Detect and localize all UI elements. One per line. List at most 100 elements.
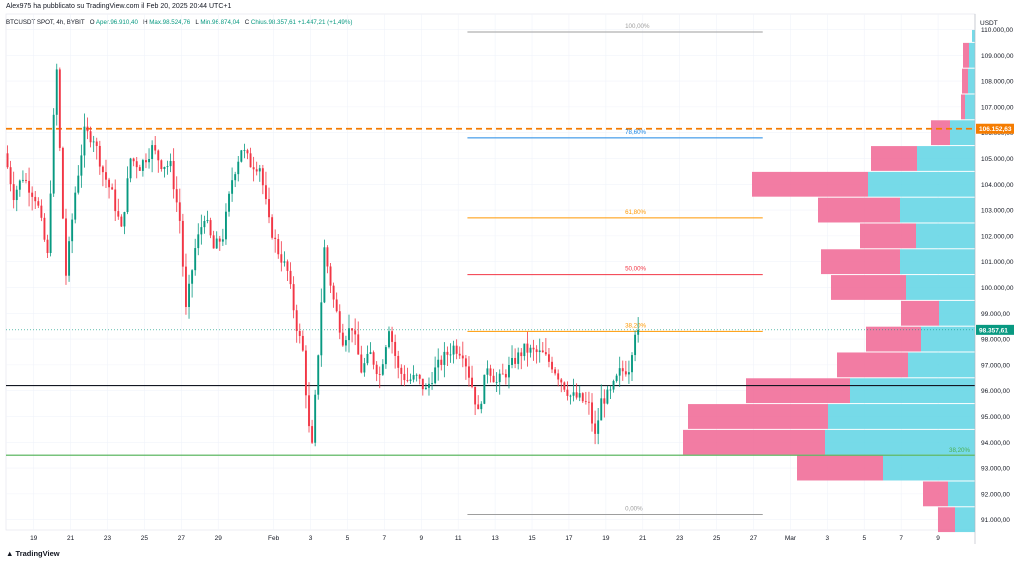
x-tick-label: 23 bbox=[104, 535, 112, 542]
candle-body bbox=[428, 383, 430, 388]
candle-body bbox=[541, 350, 544, 353]
candle-body bbox=[603, 398, 606, 404]
candle-body bbox=[148, 159, 150, 163]
candle-body bbox=[89, 131, 92, 143]
candle-body bbox=[443, 351, 446, 365]
vp-bar-down bbox=[797, 455, 883, 481]
open-label: O bbox=[89, 19, 95, 26]
x-tick-label: 21 bbox=[67, 535, 75, 542]
candle-body bbox=[31, 192, 34, 197]
candle-body bbox=[609, 389, 612, 391]
vp-bar-up bbox=[955, 507, 975, 533]
candle-body bbox=[301, 335, 304, 351]
candle-body bbox=[255, 169, 258, 172]
x-tick-label: 5 bbox=[346, 535, 350, 542]
candle-body bbox=[181, 220, 184, 267]
vp-bar-up bbox=[948, 481, 975, 507]
y-tick-label: 107.000,00 bbox=[981, 104, 1014, 111]
candle-body bbox=[129, 158, 132, 179]
candle-body bbox=[637, 329, 640, 335]
candle-body bbox=[366, 353, 369, 364]
fibonacci-retracement: 100,00% 78,60% 61,80% 50,00% 38,20% 0,00% 38,2… bbox=[467, 23, 970, 516]
candle-body bbox=[351, 328, 354, 331]
candle-body bbox=[295, 310, 298, 332]
candle-body bbox=[268, 199, 270, 218]
candle-body bbox=[280, 254, 283, 263]
candle-body bbox=[126, 178, 129, 213]
horizontal-levels bbox=[6, 127, 975, 456]
candle-body bbox=[523, 343, 526, 357]
candle-body bbox=[74, 192, 77, 220]
candle-body bbox=[197, 234, 200, 249]
candle-body bbox=[631, 355, 633, 373]
fib-label: 0,00% bbox=[625, 506, 643, 513]
vp-bar-down bbox=[752, 171, 868, 197]
y-tick-label: 93.000,00 bbox=[981, 466, 1010, 473]
candle-body bbox=[271, 217, 274, 238]
candle-body bbox=[455, 345, 458, 354]
candle-body bbox=[498, 373, 501, 383]
vp-bar-down bbox=[938, 507, 955, 533]
candle-body bbox=[326, 247, 329, 267]
candle-body bbox=[332, 285, 335, 300]
candle-body bbox=[141, 160, 144, 171]
candle-body bbox=[258, 168, 261, 172]
candle-body bbox=[34, 196, 37, 202]
candle-body bbox=[304, 350, 307, 396]
candle-body bbox=[547, 354, 550, 362]
vp-bar-up bbox=[900, 197, 975, 223]
vp-bar-up bbox=[850, 378, 975, 404]
y-tick-label: 102.000,00 bbox=[981, 233, 1014, 240]
y-tick-label: 101.000,00 bbox=[981, 259, 1014, 266]
candle-body bbox=[178, 202, 181, 221]
vp-bar-up bbox=[908, 352, 975, 378]
candle-body bbox=[587, 401, 590, 403]
candle-body bbox=[612, 380, 615, 390]
high-value: Max.98.524,76 bbox=[149, 19, 191, 26]
fib-label: 38,20% bbox=[625, 322, 646, 329]
symbol-label[interactable]: BTCUSDT SPOT, 4h, BYBIT bbox=[6, 19, 85, 26]
candle-body bbox=[65, 218, 67, 276]
x-tick-label: 17 bbox=[565, 535, 573, 542]
candle-body bbox=[458, 353, 461, 356]
candle-body bbox=[289, 270, 292, 285]
candle-body bbox=[627, 372, 630, 375]
candle-body bbox=[117, 211, 120, 217]
candle-body bbox=[264, 185, 267, 200]
candle-body bbox=[52, 114, 55, 194]
vp-bar-down bbox=[963, 42, 969, 68]
y-tick-label: 97.000,00 bbox=[981, 362, 1010, 369]
x-tick-label: 7 bbox=[899, 535, 903, 542]
y-tick-label: 98.000,00 bbox=[981, 337, 1010, 344]
candle-body bbox=[591, 402, 593, 424]
tradingview-logo[interactable]: ▲ TradingView bbox=[6, 549, 60, 558]
x-tick-label: 19 bbox=[30, 535, 38, 542]
candle-body bbox=[9, 167, 12, 185]
vp-bar-down bbox=[860, 223, 916, 249]
candle-body bbox=[203, 221, 206, 228]
vp-bar-up bbox=[950, 120, 975, 146]
candle-body bbox=[188, 283, 190, 307]
y-tick-label: 108.000,00 bbox=[981, 79, 1014, 86]
x-tick-label: 7 bbox=[383, 535, 387, 542]
candle-body bbox=[477, 404, 480, 410]
candle-body bbox=[240, 150, 243, 162]
vp-bar-down bbox=[683, 429, 825, 455]
y-tick-label: 94.000,00 bbox=[981, 440, 1010, 447]
low-value: Min.96.874,04 bbox=[200, 19, 240, 26]
candle-body bbox=[221, 239, 224, 242]
fib-label: 78,60% bbox=[625, 129, 646, 136]
candle-body bbox=[381, 364, 384, 375]
candle-body bbox=[415, 374, 418, 376]
vp-bar-up bbox=[906, 275, 975, 300]
candle-body bbox=[618, 368, 621, 376]
candle-body bbox=[120, 216, 123, 227]
candle-body bbox=[43, 217, 46, 240]
candle-body bbox=[40, 205, 43, 218]
vp-bar-down bbox=[837, 352, 908, 378]
candle-body bbox=[538, 350, 541, 353]
candle-body bbox=[292, 284, 295, 311]
candle-body bbox=[200, 227, 203, 235]
candle-body bbox=[394, 341, 397, 356]
